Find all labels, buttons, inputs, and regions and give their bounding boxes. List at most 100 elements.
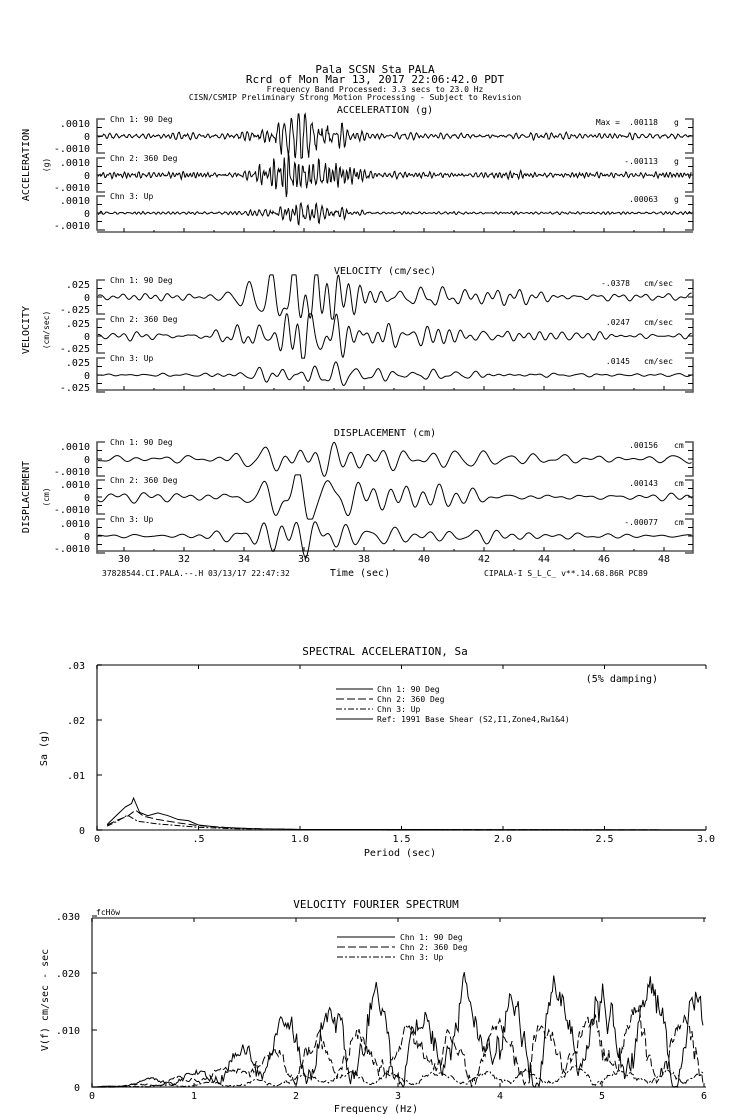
legend-label: Chn 3: Up [400, 953, 444, 962]
x-tick-label: 1 [191, 1091, 197, 1102]
channel-name: Chn 1: 90 Deg [110, 276, 173, 285]
channel-name: Chn 2: 360 Deg [110, 154, 178, 163]
channel-name: Chn 2: 360 Deg [110, 476, 178, 485]
peak-value: -.0378 [601, 279, 630, 288]
channel-trace: .0010 0-.0010 Chn 3: Up -.00077 cm [54, 515, 694, 558]
time-tick-label: 46 [598, 554, 610, 565]
record-time: Rcrd of Mon Mar 13, 2017 22:06:42.0 PDT [246, 73, 505, 86]
x-tick-label: 2.0 [494, 834, 512, 845]
sa-ylabel: Sa (g) [39, 730, 50, 766]
legend-label: Chn 2: 360 Deg [400, 943, 468, 952]
peak-unit: g [674, 118, 679, 127]
time-tick-label: 34 [238, 554, 250, 565]
y-tick-label: .02 [67, 716, 85, 727]
y-tick-label: -.0010 [54, 467, 90, 478]
peak-unit: cm [674, 441, 684, 450]
channel-trace: .0010 0-.0010 Chn 2: 360 Deg .00143 cm [54, 474, 694, 520]
peak-value: -.00113 [624, 157, 658, 166]
sa-xlabel: Period (sec) [364, 848, 436, 859]
channel-trace: .0010 0-.0010 Chn 1: 90 Deg Max = .00118 g [54, 112, 694, 159]
y-tick-label: .0010 [60, 119, 90, 130]
peak-value: -.00077 [624, 518, 658, 527]
y-tick-label: -.0010 [54, 544, 90, 555]
y-tick-label: 0 [84, 293, 90, 304]
panel-ylabel: VELOCITY [21, 306, 32, 354]
fourier-series-line [97, 1005, 704, 1088]
channel-name: Chn 3: Up [110, 192, 154, 201]
y-tick-label: -.0010 [54, 221, 90, 232]
x-tick-label: 3 [395, 1091, 401, 1102]
channel-trace: .0010 0-.0010 Chn 3: Up .00063 g [54, 192, 694, 232]
legend-label: Chn 2: 360 Deg [377, 695, 445, 704]
time-axis-label: Time (sec) 37828544.CI.PALA.--.H 03/13/1… [102, 568, 648, 579]
corner-label: fcHöw [96, 908, 120, 917]
channel-name: Chn 3: Up [110, 354, 154, 363]
waveform-line [97, 152, 692, 198]
x-tick-label: 0 [94, 834, 100, 845]
fourier-series-line [97, 972, 704, 1089]
waveform-line [98, 441, 692, 477]
peak-value: .0145 [606, 357, 630, 366]
panel-ylabel: ACCELERATION [21, 129, 32, 201]
peak-unit: cm [674, 479, 684, 488]
y-tick-label: .03 [67, 661, 85, 672]
y-tick-label: .020 [56, 969, 80, 980]
header: Pala SCSN Sta PALA Rcrd of Mon Mar 13, 2… [189, 63, 522, 102]
panel-acceleration: ACCELERATION (g)ACCELERATION (g).00100-.0… [21, 105, 694, 233]
time-tick-label: 38 [358, 554, 370, 565]
y-tick-label: .030 [56, 912, 80, 923]
y-tick-label: 0 [84, 132, 90, 143]
channel-trace: .0010 0-.0010 Chn 2: 360 Deg -.00113 g [54, 152, 694, 198]
y-tick-label: -.025 [60, 383, 90, 394]
peak-unit: cm/sec [644, 279, 673, 288]
y-tick-label: .0010 [60, 158, 90, 169]
processing-note: CISN/CSMIP Preliminary Strong Motion Pro… [189, 93, 522, 102]
time-tick-label: 30 [118, 554, 130, 565]
y-tick-label: .0010 [60, 519, 90, 530]
x-tick-label: 1.0 [291, 834, 309, 845]
time-tick-label: 44 [538, 554, 550, 565]
fourier-title: VELOCITY FOURIER SPECTRUM [293, 898, 459, 911]
peak-unit: cm/sec [644, 318, 673, 327]
x-tick-label: 0 [89, 1091, 95, 1102]
time-tick-label: 48 [658, 554, 670, 565]
sa-series-line [106, 796, 707, 831]
waveform-line [97, 201, 692, 226]
fourier-xlabel: Frequency (Hz) [334, 1104, 418, 1115]
y-tick-label: 0 [84, 493, 90, 504]
max-label: Max = [596, 118, 620, 127]
channel-trace: .0010 0-.0010 Chn 1: 90 Deg .00156 cm [54, 438, 694, 478]
y-tick-label: .010 [56, 1026, 80, 1037]
panel-velocity: VELOCITY (cm/sec)VELOCITY (cm/sec).0250-.… [21, 266, 694, 394]
y-tick-label: 0 [84, 532, 90, 543]
damping-note: (5% damping) [586, 674, 658, 685]
x-tick-label: .5 [192, 834, 204, 845]
y-tick-label: 0 [84, 209, 90, 220]
channel-name: Chn 1: 90 Deg [110, 438, 173, 447]
time-xlabel: Time (sec) [330, 568, 390, 579]
footer-left: 37828544.CI.PALA.--.H 03/13/17 22:47:32 [102, 569, 290, 578]
peak-value: .00143 [629, 479, 658, 488]
channel-name: Chn 3: Up [110, 515, 154, 524]
y-tick-label: .025 [66, 319, 90, 330]
y-tick-label: 0 [84, 371, 90, 382]
time-tick-label: 36 [298, 554, 310, 565]
peak-value: .00156 [629, 441, 658, 450]
x-tick-label: 5 [599, 1091, 605, 1102]
x-tick-label: 4 [497, 1091, 503, 1102]
peak-value: .0247 [606, 318, 630, 327]
time-tick-label: 40 [418, 554, 430, 565]
fourier-series-line [97, 1065, 704, 1088]
x-tick-label: 1.5 [392, 834, 410, 845]
legend-label: Ref: 1991 Base Shear (S2,I1,Zone4,Rw1&4) [377, 715, 570, 724]
footer-right: CIPALA-I S_L_C_ v**.14.68.86R PC89 [484, 569, 648, 578]
y-tick-label: 0 [84, 455, 90, 466]
fourier-axes [91, 917, 706, 1088]
sa-title: SPECTRAL ACCELERATION, Sa [302, 645, 468, 658]
y-tick-label: .025 [66, 280, 90, 291]
y-tick-label: 0 [79, 826, 85, 837]
y-tick-label: 0 [84, 332, 90, 343]
channel-name: Chn 2: 360 Deg [110, 315, 178, 324]
frequency-band: Frequency Band Processed: 3.3 secs to 23… [267, 85, 484, 94]
y-tick-label: -.0010 [54, 144, 90, 155]
